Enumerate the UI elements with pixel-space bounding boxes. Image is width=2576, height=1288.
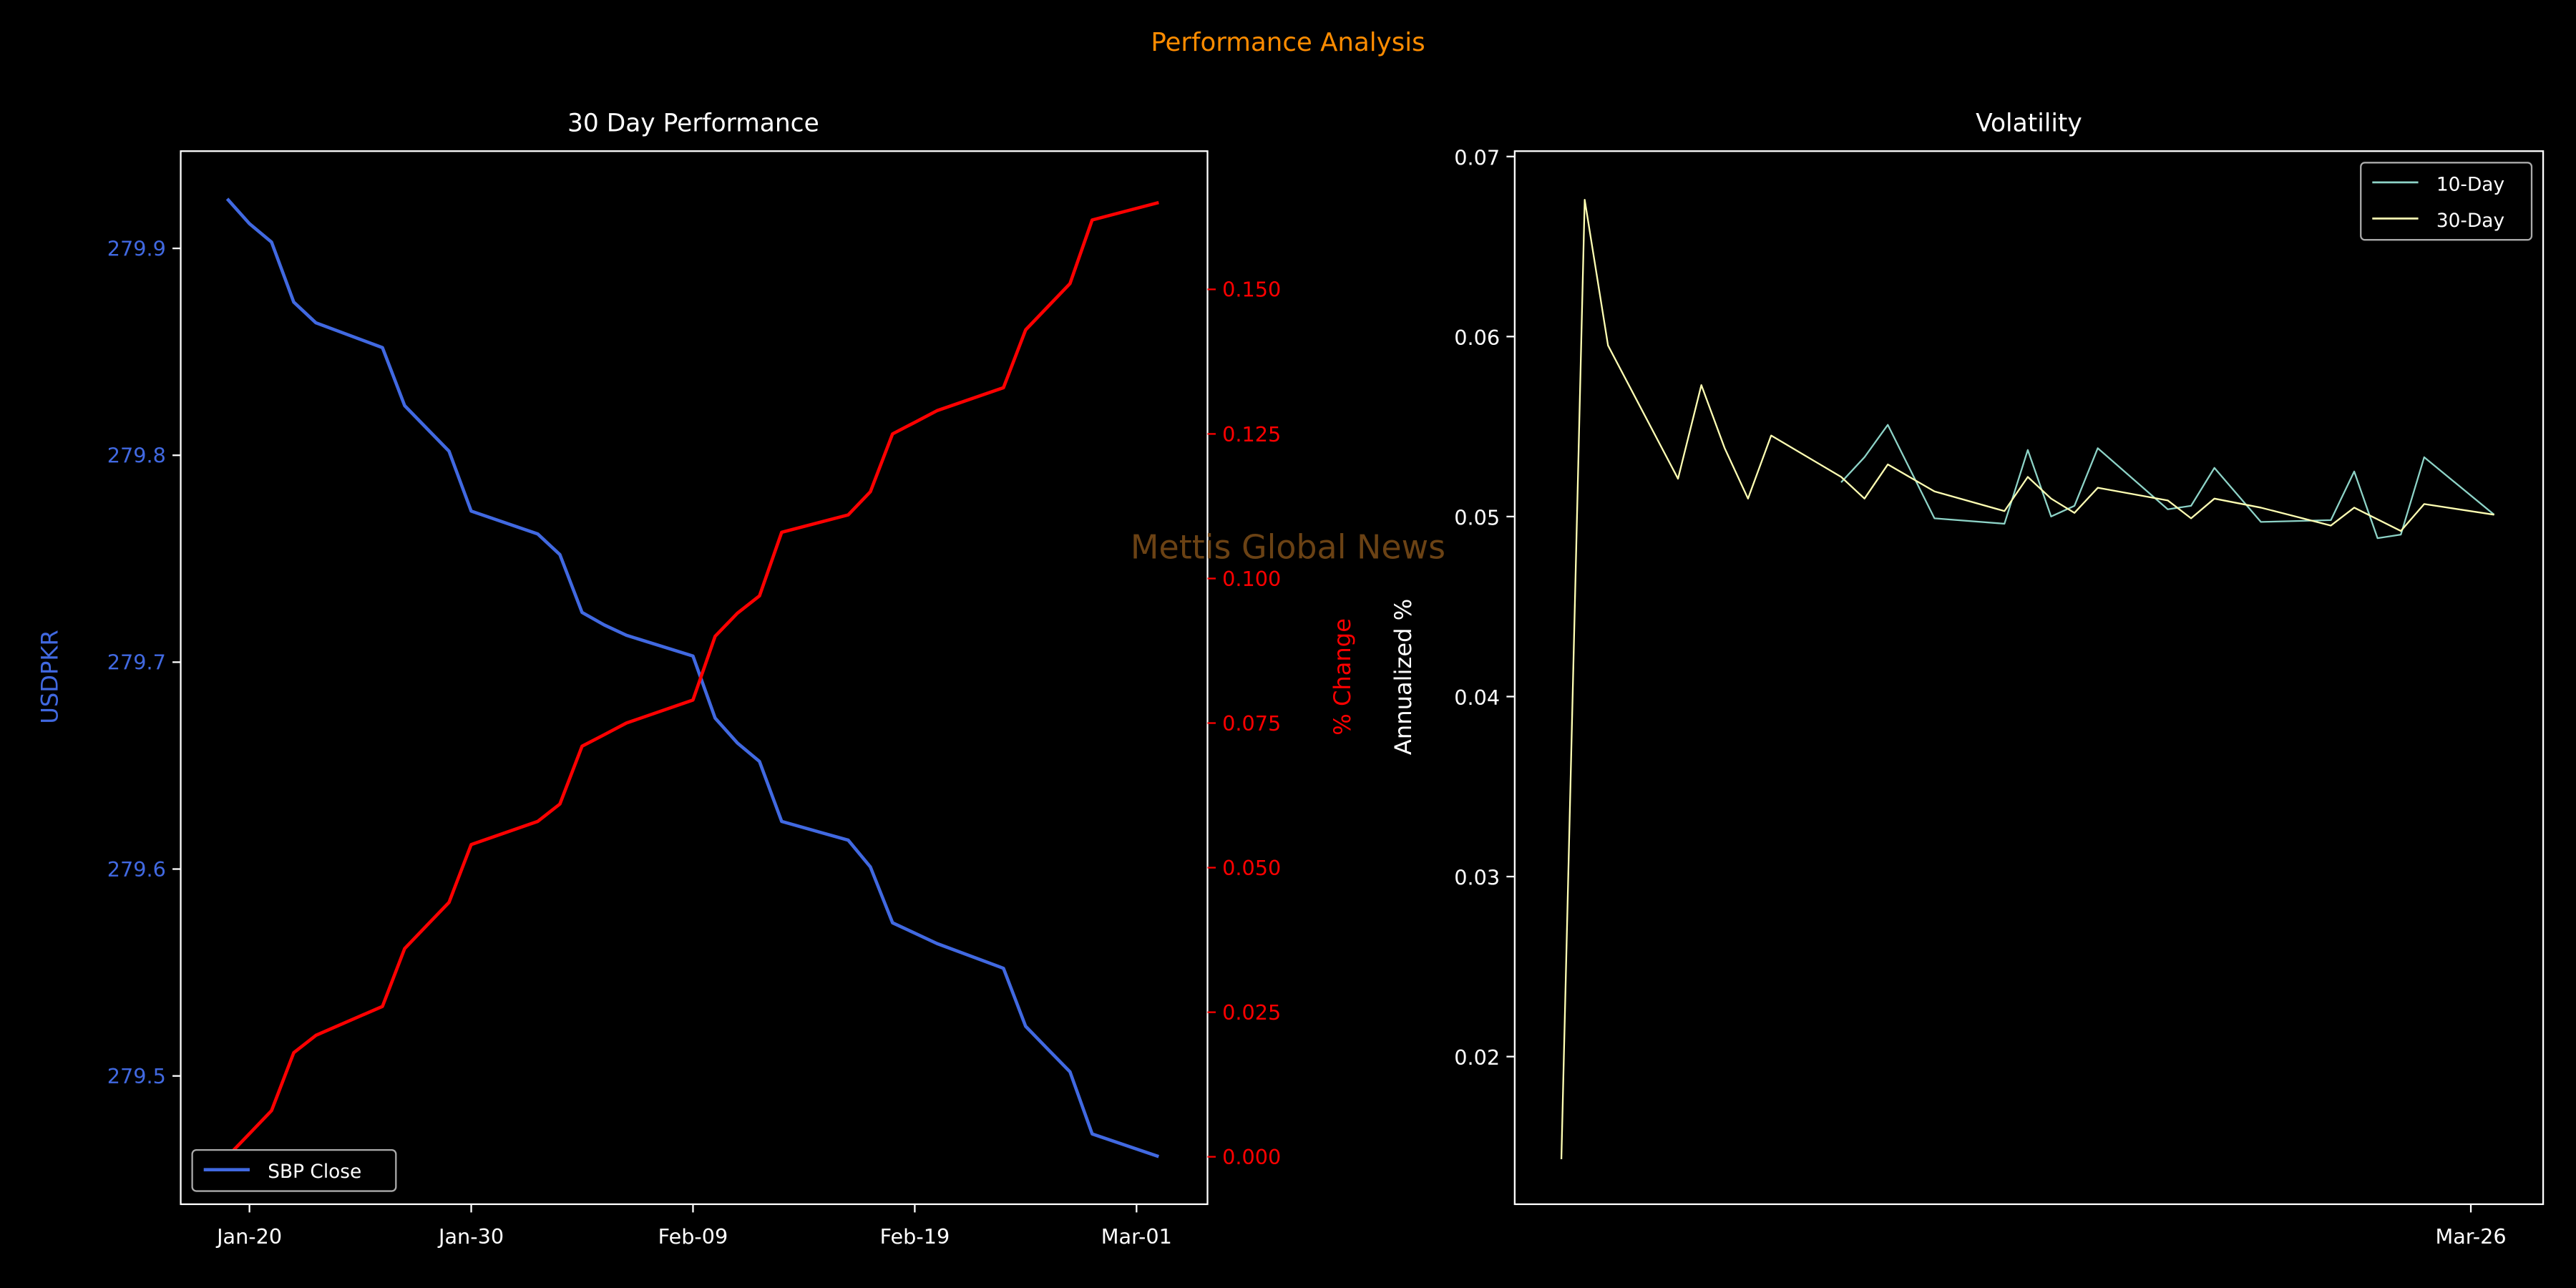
pct-change-axis-label: % Change [1329,618,1356,736]
sbp-close-line [225,197,1160,1158]
pct-change-axis: 0.000 0.025 0.050 0.075 0.100 0.125 0.150 [1207,278,1281,1169]
legend-label-sbp-close: SBP Close [268,1161,361,1183]
volatility-series [1560,199,2495,1160]
usdpkr-tick-label: 279.8 [107,444,166,468]
10-day-volatility-line [1840,424,2495,540]
y-tick-label: 0.04 [1454,686,1500,710]
y-tick-label: 0.05 [1454,505,1500,530]
legend-box [191,1148,397,1192]
performance-series [225,197,1160,1158]
pct-change-tick-label: 0.075 [1222,711,1281,736]
y-tick-label: 0.03 [1454,866,1500,890]
performance-plot-frame [180,150,1209,1206]
watermark: Mettis Global News [1131,528,1445,567]
volatility-x-axis: Mar-26 [2435,1204,2507,1249]
x-tick-label: Jan-30 [437,1224,504,1249]
volatility-legend: 10-Day 30-Day [2360,162,2533,241]
volatility-chart-title: Volatility [1976,109,2082,138]
pct-change-tick-label: 0.125 [1222,422,1281,447]
pct-change-tick-label: 0.025 [1222,1000,1281,1025]
pct-change-tick-label: 0.050 [1222,856,1281,880]
usdpkr-tick-label: 279.7 [107,650,166,675]
volatility-y-axis-label: Annualized % [1390,599,1417,755]
x-tick-label: Feb-19 [880,1224,950,1249]
x-tick-label: Mar-26 [2435,1224,2506,1249]
performance-legend: SBP Close [191,1148,397,1192]
x-tick-label: Jan-20 [215,1224,282,1249]
usdpkr-tick-label: 279.9 [107,236,166,260]
30-day-volatility-line [1560,199,2494,1160]
pct-change-tick-label: 0.000 [1222,1145,1281,1169]
legend-label-30-day: 30-Day [2436,210,2504,232]
usdpkr-tick-label: 279.6 [107,857,166,882]
y-tick-label: 0.06 [1454,326,1500,350]
performance-chart-title: 30 Day Performance [567,109,819,138]
usdpkr-axis-label: USDPKR [36,630,63,723]
figure-title: Performance Analysis [1151,28,1425,57]
volatility-chart: Volatility Mar-26 0.020.030.040.050.060.… [1390,109,2545,1249]
pct-change-tick-label: 0.150 [1222,278,1281,302]
y-tick-label: 0.02 [1454,1045,1500,1070]
pct-change-line [225,200,1159,1158]
x-tick-label: Mar-01 [1101,1224,1172,1249]
usdpkr-axis: 279.5 279.6 279.7 279.8 279.9 [107,236,181,1088]
pct-change-tick-label: 0.100 [1222,567,1281,591]
x-tick-label: Feb-09 [658,1224,728,1249]
performance-chart: 30 Day Performance Jan-20 Jan-30 Feb-09 Feb… [36,109,1356,1249]
performance-x-axis: Jan-20 Jan-30 Feb-09 Feb-19 Mar-01 [215,1204,1172,1249]
volatility-y-axis: 0.02 0.03 0.04 0.05 0.06 0.07 [1454,145,1515,1070]
y-tick-label: 0.07 [1454,145,1500,170]
usdpkr-tick-label: 279.5 [107,1064,166,1088]
legend-label-10-day: 10-Day [2436,173,2504,195]
volatility-plot-frame [1513,150,2545,1206]
